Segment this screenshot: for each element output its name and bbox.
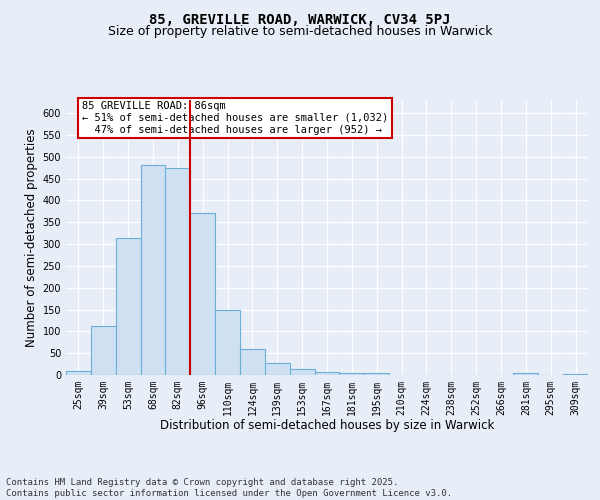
Bar	[265, 363, 290, 375]
Text: Contains HM Land Registry data © Crown copyright and database right 2025.
Contai: Contains HM Land Registry data © Crown c…	[6, 478, 452, 498]
Text: 85, GREVILLE ROAD, WARWICK, CV34 5PJ: 85, GREVILLE ROAD, WARWICK, CV34 5PJ	[149, 12, 451, 26]
Bar	[340, 373, 364, 375]
Bar	[116, 238, 140, 375]
Bar	[166, 168, 190, 375]
Bar	[563, 374, 588, 375]
Bar	[140, 166, 166, 375]
Bar	[66, 370, 91, 375]
X-axis label: Distribution of semi-detached houses by size in Warwick: Distribution of semi-detached houses by …	[160, 420, 494, 432]
Bar	[314, 372, 340, 375]
Text: Size of property relative to semi-detached houses in Warwick: Size of property relative to semi-detach…	[108, 25, 492, 38]
Bar	[514, 373, 538, 375]
Text: 85 GREVILLE ROAD: 86sqm
← 51% of semi-detached houses are smaller (1,032)
  47% : 85 GREVILLE ROAD: 86sqm ← 51% of semi-de…	[82, 102, 388, 134]
Bar	[215, 310, 240, 375]
Bar	[240, 349, 265, 375]
Bar	[190, 214, 215, 375]
Y-axis label: Number of semi-detached properties: Number of semi-detached properties	[25, 128, 38, 347]
Bar	[364, 373, 389, 375]
Bar	[290, 369, 314, 375]
Bar	[91, 326, 116, 375]
